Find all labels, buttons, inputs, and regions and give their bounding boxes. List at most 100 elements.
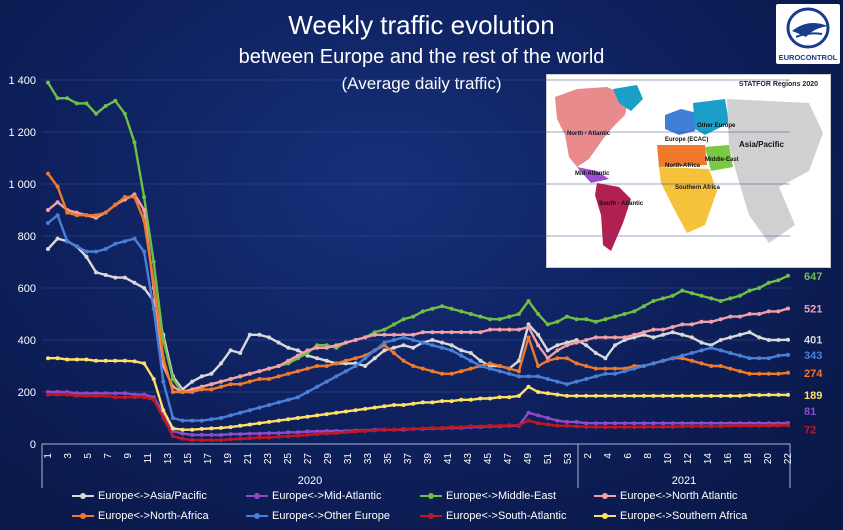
data-point (709, 319, 714, 324)
data-point (776, 371, 781, 376)
series-line-4 (47, 172, 789, 394)
data-point (430, 400, 435, 405)
data-point (247, 436, 252, 441)
data-point (661, 421, 666, 426)
data-point (74, 101, 79, 106)
data-point (699, 424, 704, 429)
data-point (564, 393, 569, 398)
data-point (574, 361, 579, 366)
chart-title: Weekly traffic evolution (288, 10, 555, 40)
data-point (747, 330, 752, 335)
data-point (613, 425, 618, 430)
data-point (603, 393, 608, 398)
y-tick-label: 1 000 (8, 179, 36, 191)
data-point (190, 432, 195, 437)
data-point (401, 317, 406, 322)
x-tick-label: 4 (603, 453, 614, 459)
data-point (190, 427, 195, 432)
data-point (55, 356, 60, 361)
data-point (786, 423, 790, 428)
data-point (507, 423, 512, 428)
data-point (670, 421, 675, 426)
data-point (459, 425, 464, 430)
data-point (526, 299, 531, 303)
data-point (622, 425, 627, 430)
data-point (305, 432, 310, 437)
data-point (468, 366, 473, 371)
data-point (353, 429, 358, 434)
data-point (574, 424, 579, 429)
data-point (142, 361, 147, 366)
data-point (526, 384, 531, 389)
data-point (132, 236, 137, 241)
legend-label: Europe<->Asia/Pacific (98, 490, 207, 502)
data-point (468, 424, 473, 429)
data-point (238, 436, 243, 441)
data-point (103, 393, 108, 398)
data-point (142, 249, 147, 254)
map-title: STATFOR Regions 2020 (738, 81, 818, 88)
data-point (603, 335, 608, 340)
data-point (593, 366, 598, 371)
data-point (516, 327, 521, 332)
data-point (267, 403, 272, 407)
data-point (786, 352, 790, 357)
data-point (94, 249, 99, 254)
data-point (478, 358, 483, 363)
data-point (593, 319, 598, 324)
legend-item-north-africa: Europe<->North-Africa (72, 510, 209, 522)
data-point (584, 338, 589, 342)
data-point (286, 417, 291, 422)
legend-item-south-atlantic: Europe<->South-Atlantic (420, 510, 566, 522)
data-point (199, 387, 204, 392)
data-point (440, 340, 445, 345)
x-tick-label: 13 (163, 453, 174, 465)
data-point (267, 377, 272, 381)
data-point (267, 366, 272, 371)
data-point (584, 377, 589, 381)
data-point (257, 332, 262, 337)
data-point (247, 431, 252, 436)
data-point (488, 317, 493, 322)
legend-swatch (246, 493, 268, 500)
data-point (420, 426, 425, 431)
map-label-asia-pacific: Asia/Pacific (739, 140, 784, 149)
data-point (334, 361, 339, 366)
data-point (391, 345, 396, 350)
data-point (46, 356, 50, 361)
data-point (747, 371, 752, 376)
data-point (199, 438, 204, 443)
data-point (324, 431, 329, 436)
data-point (507, 371, 512, 376)
data-point (622, 335, 627, 340)
data-point (151, 397, 156, 402)
data-point (449, 343, 454, 348)
data-point (593, 424, 598, 429)
data-point (766, 371, 771, 376)
legend-label: Europe<->Other Europe (272, 510, 391, 522)
x-tick-label: 16 (723, 453, 734, 465)
data-point (113, 358, 118, 363)
map-label-north-atlantic: North - Atlantic (567, 131, 611, 137)
data-point (613, 371, 618, 376)
data-point (84, 101, 89, 106)
data-point (555, 418, 560, 423)
data-point (449, 399, 454, 404)
data-point (641, 424, 646, 429)
data-point (228, 382, 233, 387)
data-point (161, 416, 166, 420)
data-point (228, 348, 233, 353)
data-point (411, 332, 416, 337)
end-label-2: 647 (804, 271, 822, 283)
data-point (555, 379, 560, 384)
data-point (689, 358, 694, 363)
map-label-south-atlantic: South - Atlantic (599, 201, 644, 207)
data-point (564, 423, 569, 428)
legend-swatch (594, 513, 616, 520)
data-point (103, 358, 108, 363)
data-point (46, 80, 50, 85)
data-point (555, 356, 560, 361)
data-point (497, 364, 502, 368)
data-point (430, 343, 435, 348)
